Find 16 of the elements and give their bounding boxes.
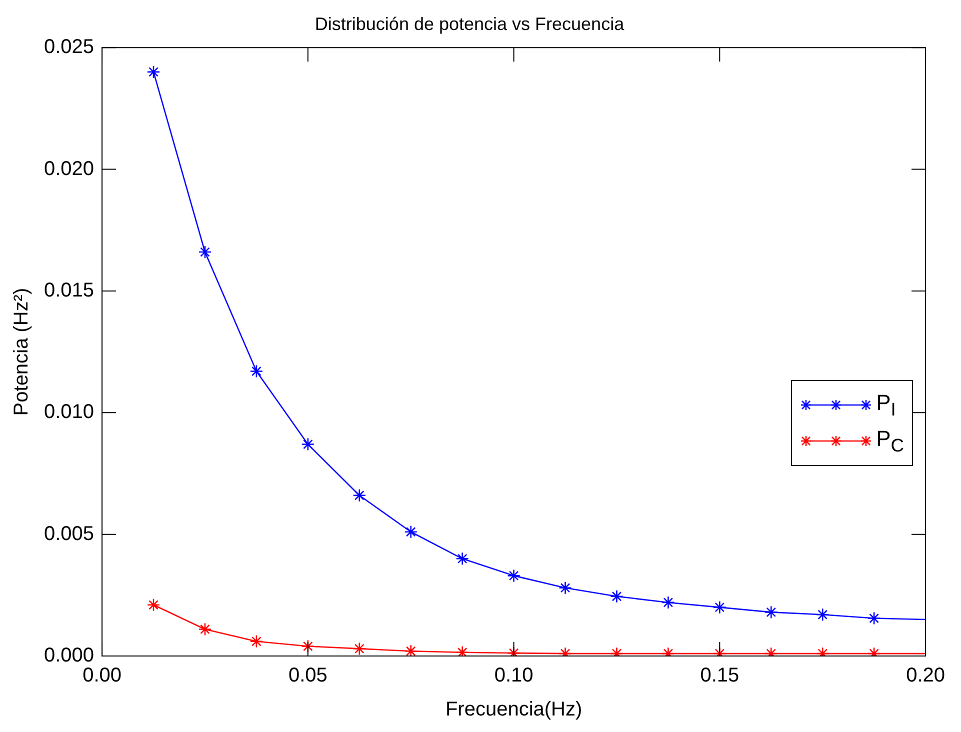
y-tick-label: 0.025 (44, 36, 94, 58)
legend-label: P$_{C}$ (876, 426, 904, 456)
legend-label: P$_{I}$ (876, 390, 896, 420)
x-axis-title: Frecuencia(Hz) (445, 698, 582, 721)
x-tick-label: 0.20 (906, 664, 946, 687)
x-tick-label: 0.15 (700, 664, 740, 687)
x-tick-label: 0.10 (494, 664, 534, 687)
x-tick-label: 0.00 (82, 664, 122, 687)
y-tick-label: 0.010 (44, 401, 94, 424)
y-tick-label: 0.020 (44, 158, 94, 180)
y-tick-label: 0.000 (44, 644, 94, 667)
y-axis-title: Potencia (Hz²) (10, 288, 33, 416)
y-tick-label: 0.005 (44, 522, 94, 545)
x-tick-label: 0.05 (288, 664, 328, 687)
y-tick-label: 0.015 (44, 279, 94, 302)
chart-title: Distribución de potencia vs Frecuencia (314, 14, 626, 34)
